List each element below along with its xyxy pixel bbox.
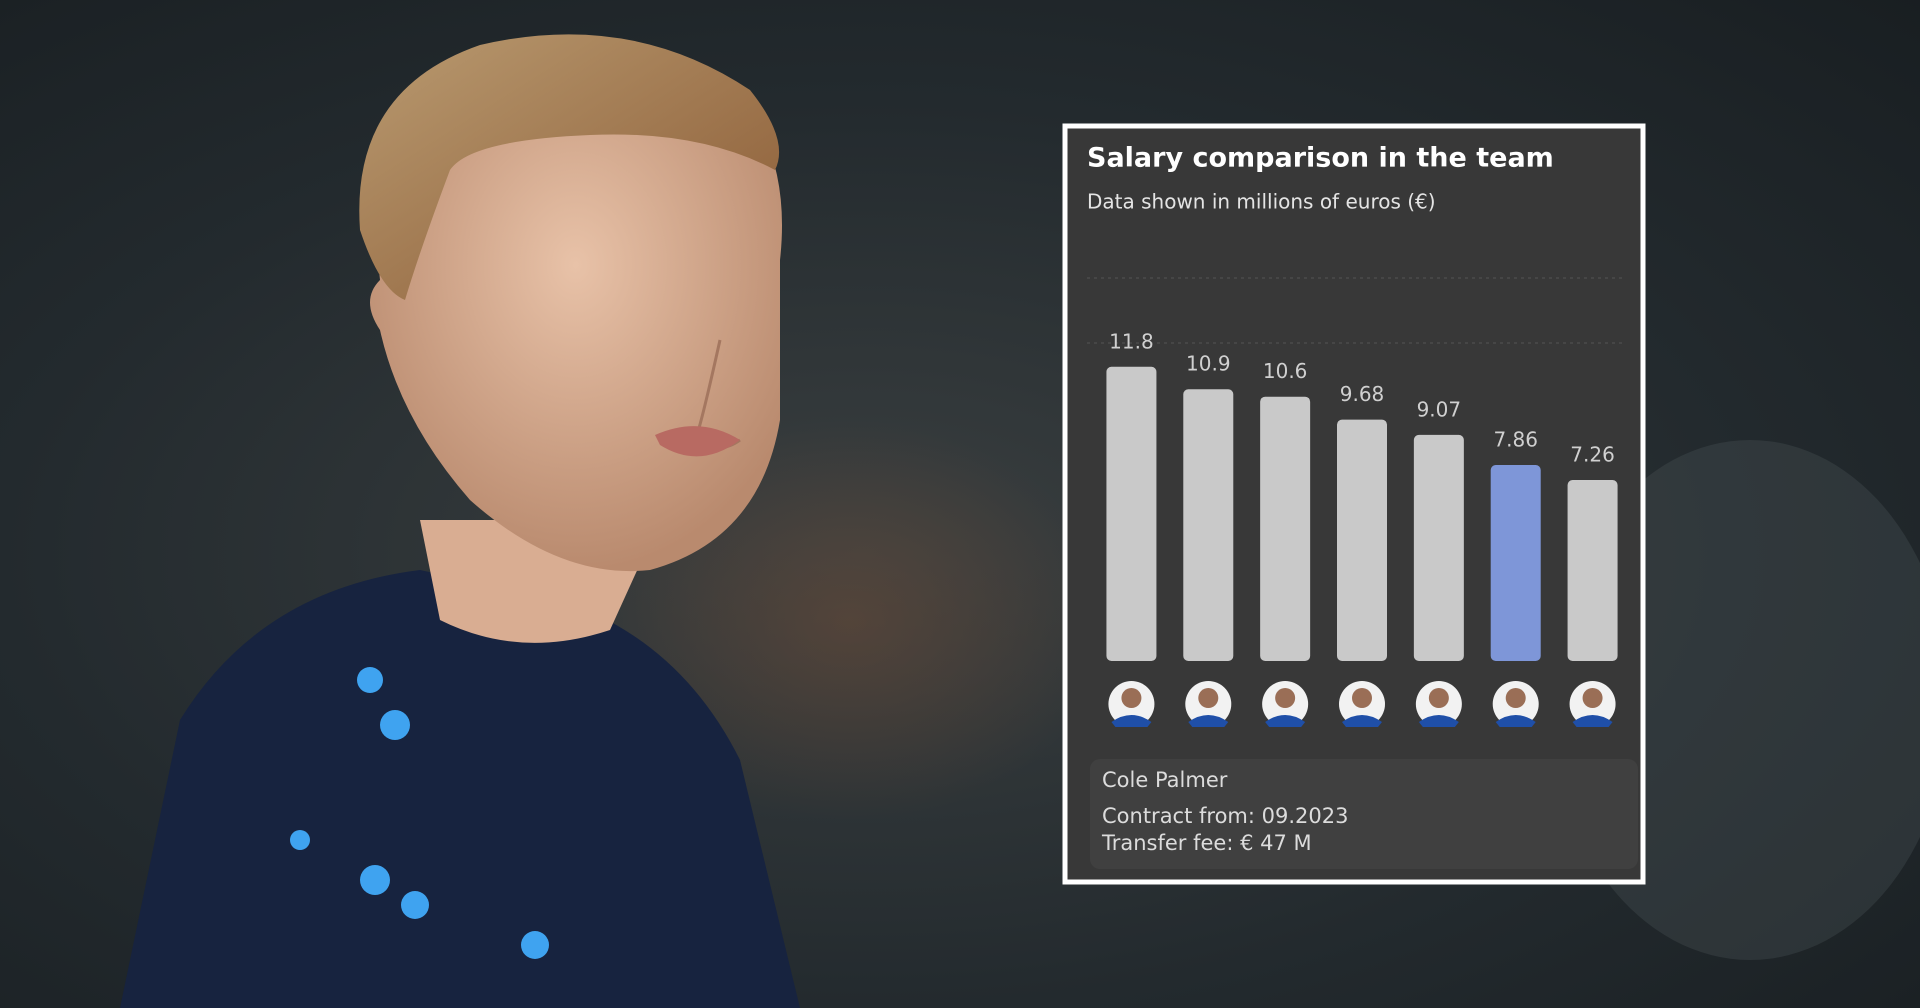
bar [1183,389,1234,661]
avatar-shirt [1418,715,1459,727]
avatar-shirt [1572,715,1613,727]
avatar-shirt [1342,715,1382,727]
info-text: Contract from: 09.2023 [1102,804,1348,828]
value-label: 10.9 [1186,352,1231,376]
avatar-shirt [1495,715,1536,727]
player [120,34,800,1008]
info-text: Cole Palmer [1102,768,1228,792]
chart-title: Salary comparison in the team [1087,143,1554,174]
bar [1567,479,1618,661]
bar [1260,396,1311,661]
info-box [1090,759,1638,869]
avatar-head [1352,688,1372,708]
bar [1337,419,1387,661]
avatar-head [1275,688,1296,708]
bar [1413,434,1464,661]
value-label: 7.86 [1493,428,1538,452]
avatar-head [1198,688,1219,708]
avatar-shirt [1111,715,1152,727]
value-label: 11.8 [1109,329,1154,353]
avatar-head [1428,688,1449,708]
chart-card: Salary comparison in the team Data shown… [1062,123,1646,885]
value-label: 9.07 [1417,397,1462,421]
value-label: 9.68 [1340,382,1385,406]
avatar-head [1505,688,1526,708]
chart-subtitle: Data shown in millions of euros (€) [1087,190,1436,214]
value-label: 10.6 [1263,359,1308,383]
info-text: Transfer fee: € 47 M [1101,831,1312,855]
bar [1490,465,1541,661]
avatar-head [1582,688,1603,708]
avatar-shirt [1265,715,1306,727]
avatar-head [1121,688,1142,708]
value-label: 7.26 [1570,442,1615,466]
avatar-shirt [1188,715,1229,727]
bar [1106,366,1157,661]
